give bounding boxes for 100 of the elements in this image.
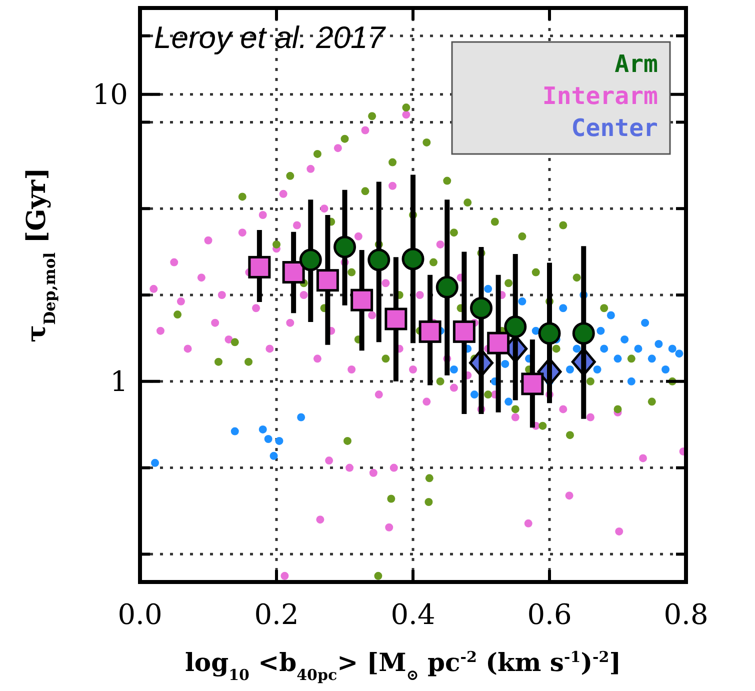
point xyxy=(270,452,278,460)
point xyxy=(596,326,605,335)
point xyxy=(518,232,526,240)
point xyxy=(374,572,382,580)
point xyxy=(566,366,574,374)
point xyxy=(470,296,492,320)
point xyxy=(340,134,349,143)
point xyxy=(606,311,615,320)
x-tick-label: 0.8 xyxy=(664,598,708,631)
point xyxy=(559,221,568,230)
point xyxy=(248,256,271,278)
point xyxy=(600,344,608,353)
x-tick-label: 0.2 xyxy=(254,598,299,631)
y-tick-label: 10 xyxy=(92,78,128,112)
point xyxy=(464,198,472,207)
point xyxy=(384,308,408,330)
point xyxy=(230,427,239,436)
point xyxy=(518,297,526,306)
point xyxy=(572,274,581,282)
point xyxy=(572,322,595,345)
legend-label: Interarm xyxy=(542,82,658,110)
point xyxy=(174,310,182,319)
point xyxy=(532,268,540,276)
point xyxy=(504,316,527,338)
point xyxy=(452,320,476,343)
point xyxy=(297,413,306,422)
point xyxy=(450,366,458,374)
point xyxy=(443,176,452,185)
point xyxy=(272,240,280,248)
point xyxy=(654,340,663,348)
point xyxy=(511,405,520,414)
point xyxy=(532,326,540,335)
point xyxy=(614,405,622,414)
point xyxy=(627,354,636,363)
point xyxy=(361,187,370,196)
point xyxy=(286,172,294,180)
point xyxy=(299,248,322,272)
point xyxy=(316,269,339,292)
point xyxy=(418,320,442,343)
point xyxy=(572,344,581,353)
point xyxy=(487,332,510,354)
point xyxy=(470,390,478,399)
point xyxy=(490,218,499,226)
point xyxy=(425,474,434,482)
point xyxy=(368,248,390,272)
point xyxy=(264,434,272,443)
point xyxy=(538,422,547,430)
point xyxy=(424,498,433,506)
point xyxy=(521,372,544,396)
y-tick-label: 1 xyxy=(110,365,128,398)
point xyxy=(566,431,574,440)
point xyxy=(484,390,492,399)
point xyxy=(334,236,356,258)
point xyxy=(593,366,602,374)
point xyxy=(214,358,222,366)
point xyxy=(238,192,246,201)
point xyxy=(501,360,510,368)
point xyxy=(282,261,305,284)
point xyxy=(538,322,561,345)
point xyxy=(662,366,670,374)
point xyxy=(600,304,608,312)
point xyxy=(429,258,438,266)
x-tick-label: 0.0 xyxy=(118,598,162,631)
point xyxy=(436,377,444,386)
point xyxy=(627,377,636,386)
point xyxy=(559,304,568,312)
point xyxy=(151,458,160,467)
point xyxy=(668,344,676,353)
x-tick-label: 0.4 xyxy=(390,598,436,631)
point xyxy=(230,338,239,346)
text: Arm xyxy=(614,50,658,78)
point xyxy=(614,354,622,363)
point xyxy=(641,318,650,327)
point xyxy=(244,358,253,366)
point xyxy=(313,150,322,158)
point xyxy=(648,398,656,406)
point xyxy=(586,377,594,386)
point xyxy=(382,354,390,363)
legend-label: Center xyxy=(571,114,658,142)
point xyxy=(402,248,424,270)
annotation: Leroy et al. 2017 xyxy=(154,20,387,55)
text: log$_{10}$ <b$_{40pc}$> [M$_{⊙}$ pc$^{-2}$ (km s$^{-1}$)$^{-2}$] xyxy=(184,648,622,684)
point xyxy=(348,268,356,276)
point xyxy=(368,112,376,120)
point xyxy=(552,344,560,353)
point xyxy=(648,354,656,363)
point xyxy=(450,228,458,237)
point xyxy=(675,350,684,358)
point xyxy=(402,104,410,112)
point xyxy=(343,436,352,445)
point xyxy=(350,288,374,312)
point xyxy=(275,436,284,445)
x-tick-label: 0.6 xyxy=(527,598,572,631)
point xyxy=(484,284,492,293)
point xyxy=(436,276,458,298)
point xyxy=(620,335,629,344)
point xyxy=(388,158,397,166)
point xyxy=(634,344,642,353)
point xyxy=(422,138,431,146)
point xyxy=(504,279,513,288)
